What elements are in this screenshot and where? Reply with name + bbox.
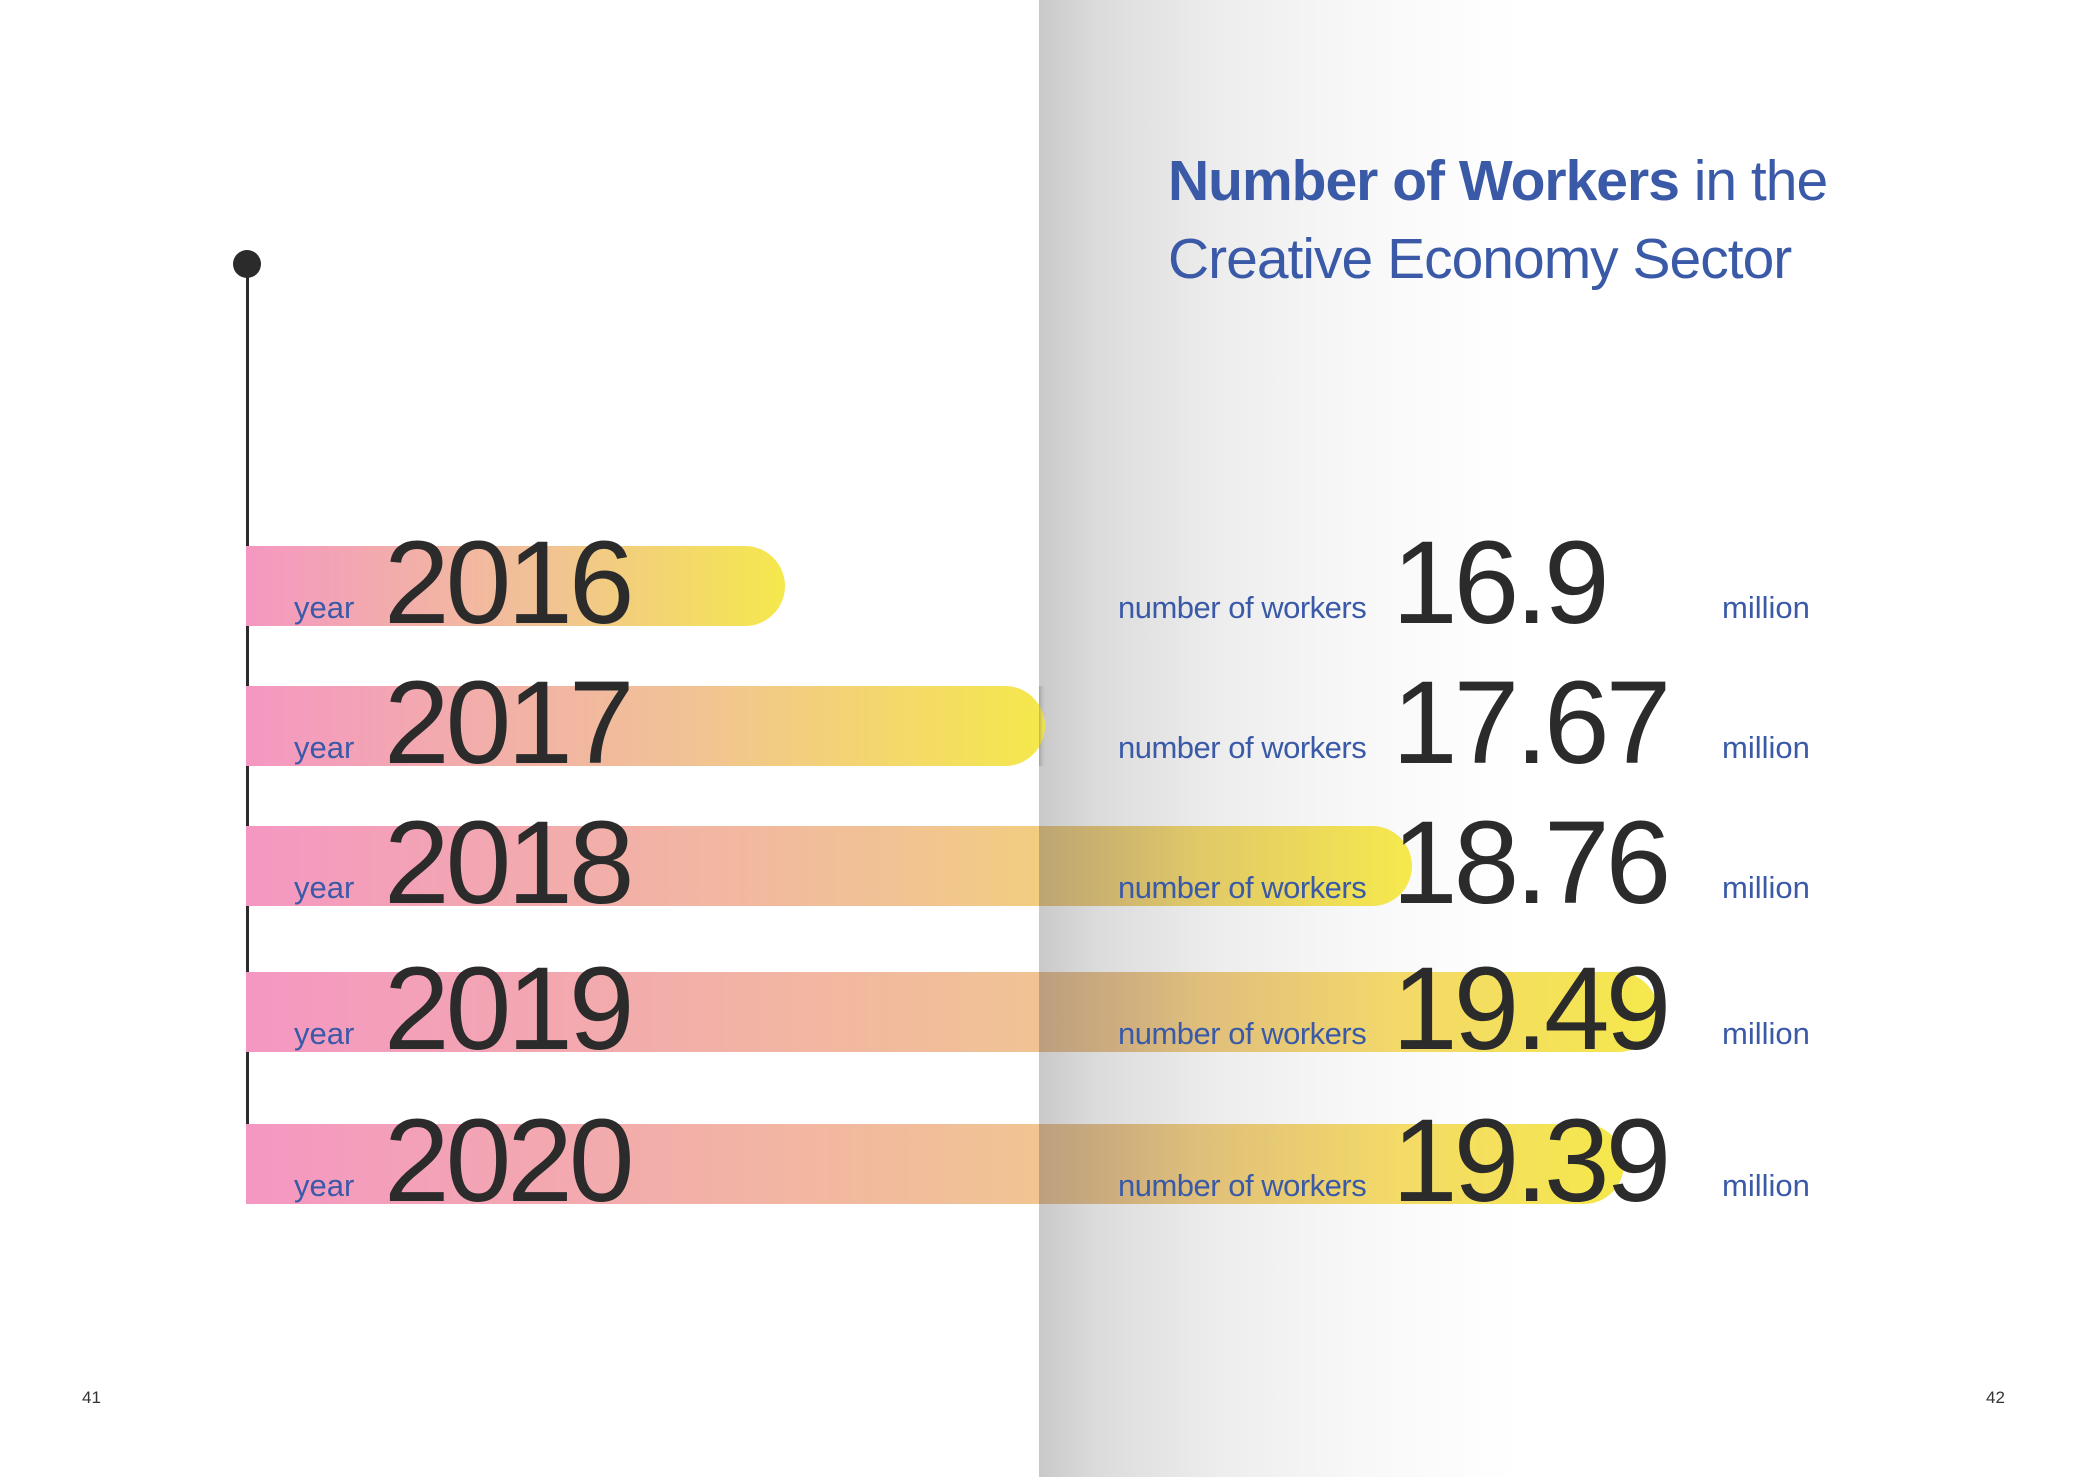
workers-value: 19.49 (1392, 943, 1671, 1075)
year-label: year (294, 1016, 355, 1051)
unit-label: million (1722, 870, 1810, 905)
year-value: 2019 (384, 943, 635, 1075)
year-value: 2017 (384, 657, 635, 789)
year-label: year (294, 730, 355, 765)
year-label: year (294, 590, 355, 625)
unit-label: million (1722, 730, 1810, 765)
title-bold: Number of Workers (1168, 149, 1680, 213)
unit-label: million (1722, 590, 1810, 625)
right-page-background (1039, 0, 2079, 1477)
bar-row: year 2020 number of workers 19.39 million (0, 1102, 2079, 1220)
year-label: year (294, 1168, 355, 1203)
workers-label: number of workers (1118, 870, 1367, 905)
workers-label: number of workers (1118, 730, 1367, 765)
year-label: year (294, 870, 355, 905)
year-value: 2016 (384, 517, 635, 649)
page-number-right: 42 (1986, 1388, 2005, 1407)
bar-row: year 2018 number of workers 18.76 million (0, 804, 2079, 922)
bar-row: year 2016 number of workers 16.9 million (0, 524, 2079, 642)
bar (246, 826, 1413, 906)
workers-label: number of workers (1118, 1168, 1367, 1203)
bar-row: year 2019 number of workers 19.49 million (0, 950, 2079, 1068)
page-number-left: 41 (82, 1388, 101, 1407)
bar (246, 546, 786, 626)
chart-title: Number of Workers in the Creative Economy… (1168, 142, 2028, 298)
workers-value: 19.39 (1392, 1095, 1671, 1227)
unit-label: million (1722, 1168, 1810, 1203)
workers-label: number of workers (1118, 590, 1367, 625)
bar (246, 1124, 1625, 1204)
unit-label: million (1722, 1016, 1810, 1051)
workers-value: 16.9 (1392, 517, 1610, 649)
title-line2: Creative Economy Sector (1168, 227, 1792, 291)
bar-row: year 2017 number of workers 17.67 million (0, 664, 2079, 782)
workers-value: 17.67 (1392, 657, 1671, 789)
year-value: 2020 (384, 1095, 635, 1227)
year-value: 2018 (384, 797, 635, 929)
bar (246, 972, 1659, 1052)
workers-value: 18.76 (1392, 797, 1671, 929)
workers-label: number of workers (1118, 1016, 1367, 1051)
title-rest: in the (1678, 149, 1828, 213)
bar (246, 686, 1045, 766)
